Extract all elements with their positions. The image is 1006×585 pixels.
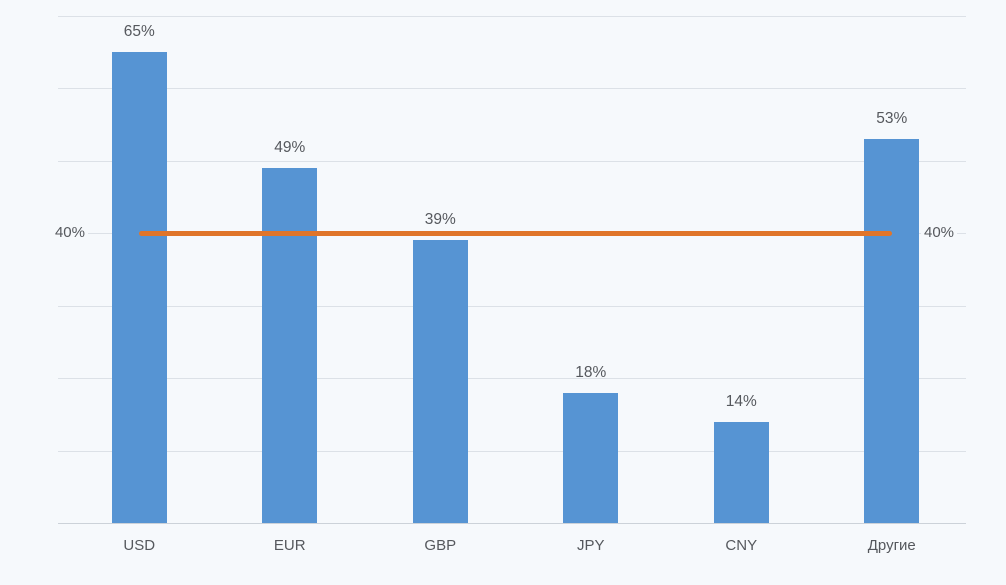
reference-line[interactable] [139, 230, 892, 236]
value-label-eur: 49% [274, 138, 306, 156]
category-label-jpy: JPY [576, 537, 605, 554]
bar-jpy[interactable] [563, 392, 619, 523]
bar-other[interactable] [864, 138, 920, 523]
bar-eur[interactable] [262, 167, 318, 523]
value-label-usd: 65% [123, 22, 155, 40]
bar-cny[interactable] [713, 421, 769, 523]
bar-usd[interactable] [111, 51, 167, 523]
category-label-cny: CNY [725, 537, 758, 554]
gridline-60 [58, 88, 966, 89]
gridline-50 [58, 161, 966, 162]
plot-area: 65% USD 49% EUR 39% GBP 18% JPY 14% CNY 53% Другие [58, 0, 966, 585]
category-label-gbp: GBP [424, 537, 457, 554]
reference-line-right-label: 40% [921, 224, 958, 242]
bar-gbp[interactable] [412, 240, 468, 523]
x-axis-line [58, 523, 966, 524]
gridline-70 [58, 16, 966, 17]
gridline-10 [58, 451, 966, 452]
category-label-eur: EUR [273, 537, 306, 554]
gridline-30 [58, 306, 966, 307]
value-label-gbp: 39% [424, 211, 456, 229]
category-label-usd: USD [123, 537, 156, 554]
gridline-20 [58, 378, 966, 379]
category-label-other: Другие [867, 537, 916, 554]
value-label-jpy: 18% [575, 363, 607, 381]
value-label-other: 53% [876, 109, 908, 127]
value-label-cny: 14% [725, 392, 757, 410]
reference-line-left-label: 40% [51, 224, 88, 242]
